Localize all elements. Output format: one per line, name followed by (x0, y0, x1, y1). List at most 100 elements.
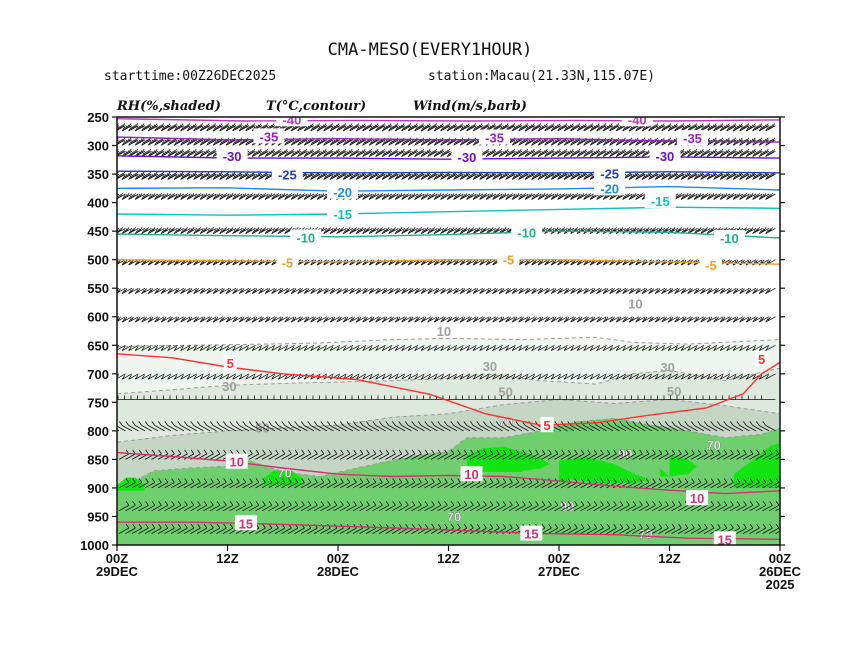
temp-label-bg (225, 453, 248, 469)
y-tick-label: 400 (87, 196, 109, 211)
rh-region-90-8 (660, 454, 698, 477)
temp-label-bg (520, 525, 543, 541)
rh-label: 90 (560, 499, 574, 514)
chart-station: station:Macau(21.33N,115.07E) (428, 69, 655, 84)
y-tick-label: 650 (87, 338, 109, 353)
wind-barbs-700 (117, 373, 776, 380)
temp-label-bg (223, 354, 237, 370)
x-tick-label: 29DEC (96, 564, 139, 579)
temp-label-bg (540, 417, 554, 433)
y-tick-label: 600 (87, 310, 109, 325)
y-tick-label: 250 (87, 110, 109, 125)
temp-contour--25 (117, 170, 780, 174)
header-wind-label: Wind(m/s,barb) (413, 99, 527, 114)
temp-label-bg (594, 180, 626, 196)
wind-barbs-265 (117, 123, 776, 132)
temp-label: 5 (227, 356, 234, 371)
rh-label: 70 (706, 438, 720, 453)
temp-label: -25 (600, 166, 619, 181)
rh-label: 50 (667, 384, 681, 399)
rh-label: 30 (483, 359, 497, 374)
x-tick-label: 00Z (769, 551, 791, 566)
temp-label: -15 (333, 207, 352, 222)
wind-barbs-600 (117, 316, 776, 323)
temp-label-bg (594, 165, 626, 181)
temp-label: 15 (718, 532, 732, 547)
temp-contour--15 (117, 206, 780, 216)
temp-label: -20 (333, 185, 352, 200)
y-tick-label: 300 (87, 139, 109, 154)
x-tick-label: 2025 (766, 577, 795, 592)
x-tick-label: 00Z (327, 551, 349, 566)
temp-contour-15 (117, 521, 780, 540)
temp-label-bg (713, 531, 736, 545)
wind-barbs-800 (117, 421, 776, 432)
temp-label-bg (677, 130, 709, 146)
temp-label-bg (497, 251, 520, 267)
header-temp-label: T(°C,contour) (266, 99, 366, 114)
rh-label: 10 (628, 297, 642, 312)
wind-barbs-900 (118, 478, 780, 489)
temp-contour--10 (117, 230, 780, 239)
temp-label: -5 (282, 256, 294, 271)
temp-label-bg (271, 166, 303, 182)
chart-title: CMA-MESO(EVERY1HOUR) (328, 40, 533, 60)
temp-label-bg (451, 148, 483, 164)
wind-barb-row (117, 421, 776, 432)
wind-barbs-650 (117, 344, 776, 352)
y-tick-label: 800 (87, 424, 109, 439)
y-tick-label: 350 (87, 167, 109, 182)
temp-label-bg (621, 117, 653, 127)
wind-barb-row (117, 316, 776, 323)
temp-label: -5 (705, 258, 717, 273)
temp-label: -30 (223, 149, 242, 164)
y-tick-label: 700 (87, 367, 109, 382)
wind-barbs-850 (118, 449, 780, 460)
wind-barb-row (118, 449, 780, 460)
temp-label: -10 (296, 230, 315, 245)
temp-label: -20 (600, 181, 619, 196)
wind-barbs-745 (117, 395, 776, 400)
wind-barb-row (117, 344, 776, 352)
rh-label: 30 (660, 360, 674, 375)
x-tick-label: 27DEC (538, 564, 581, 579)
wind-barbs-940 (118, 501, 780, 512)
temp-label: -40 (628, 112, 647, 127)
x-tick-label: 28DEC (317, 564, 360, 579)
temp-label-bg (290, 229, 322, 245)
temp-label: -10 (517, 225, 536, 240)
temp-label: -30 (458, 150, 477, 165)
temp-label-bg (649, 147, 681, 163)
wind-barb-row (118, 478, 780, 489)
rh-label: 70 (447, 509, 461, 524)
y-tick-label: 1000 (80, 538, 109, 553)
axes: 2503003504004505005506006507007508008509… (80, 110, 801, 592)
temp-contour--20 (117, 185, 780, 192)
temp-label: 5 (758, 352, 765, 367)
rh-label: 10 (437, 324, 451, 339)
rh-region-90-9 (733, 443, 780, 488)
rh-label: 70 (638, 527, 652, 542)
x-tick-label: 00Z (106, 551, 128, 566)
wind-barb-row (118, 523, 780, 534)
temp-contour--35 (117, 136, 780, 143)
temp-label: -35 (485, 131, 504, 146)
temp-label: -40 (283, 112, 302, 127)
rh-label: 50 (498, 384, 512, 399)
x-tick-label: 00Z (548, 551, 570, 566)
temp-label: -35 (260, 129, 279, 144)
temp-label-bg (234, 515, 257, 531)
x-tick-label: 12Z (658, 551, 680, 566)
temp-label-bg (699, 256, 722, 272)
x-tick-label: 12Z (437, 551, 459, 566)
y-tick-label: 900 (87, 481, 109, 496)
y-tick-label: 550 (87, 281, 109, 296)
temp-label-bg (253, 128, 285, 144)
temp-contour--40 (117, 118, 780, 122)
y-tick-label: 750 (87, 395, 109, 410)
rh-region-90-5 (264, 470, 302, 486)
temp-label: -15 (651, 194, 670, 209)
temp-contour--5 (117, 259, 780, 265)
